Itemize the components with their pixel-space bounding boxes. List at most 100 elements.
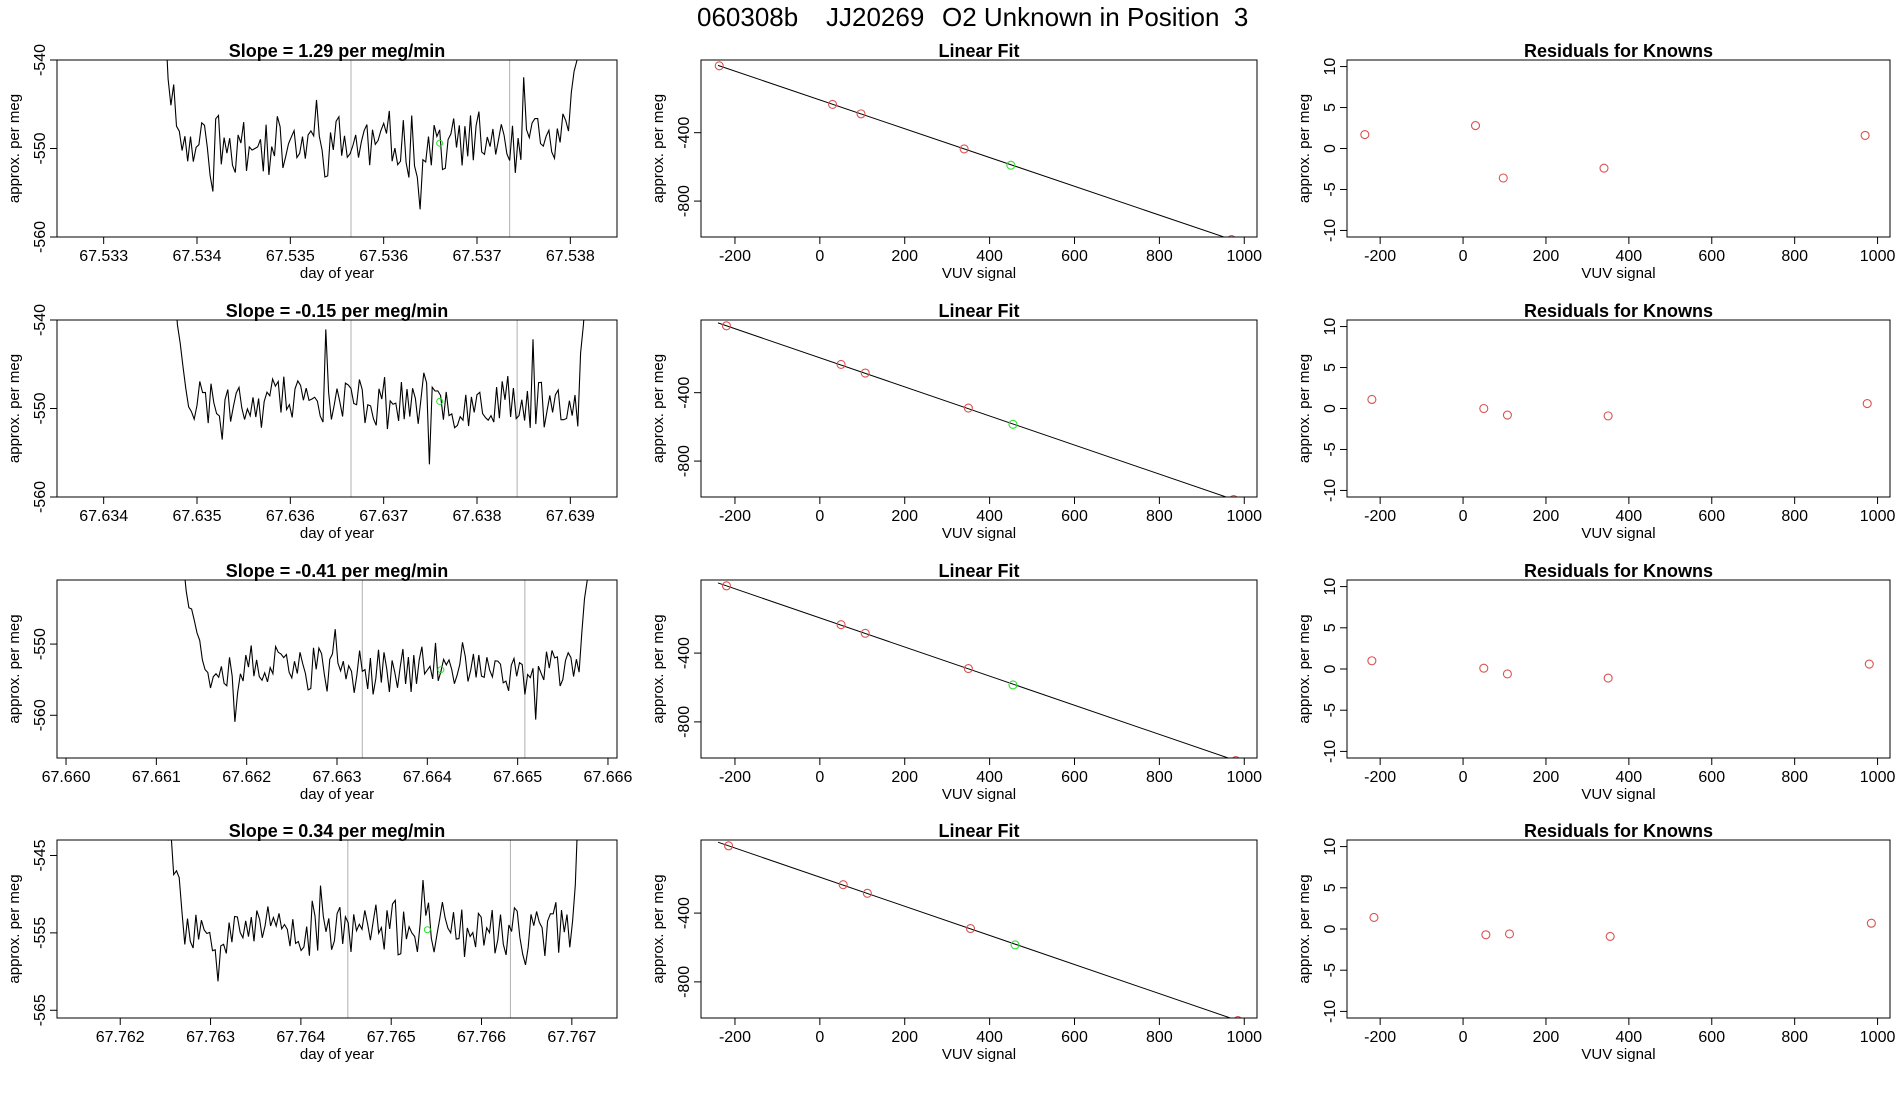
x-axis-label: VUV signal: [942, 525, 1016, 542]
panel-title: Slope = -0.41 per meg/min: [226, 561, 449, 581]
y-tick-label: 0: [1322, 924, 1339, 933]
x-tick-label: 600: [1061, 1029, 1088, 1046]
residual-point: [1481, 930, 1491, 940]
x-tick-label: 200: [891, 508, 918, 525]
unknown-point: [1010, 940, 1020, 950]
x-axis-label: VUV signal: [942, 1046, 1016, 1063]
x-tick-label: -200: [1364, 769, 1396, 786]
x-tick-label: 400: [1616, 248, 1643, 265]
plot-area: [717, 581, 1240, 758]
known-point: [963, 403, 973, 413]
plot-frame: [1346, 319, 1891, 498]
x-tick-label: 67.536: [359, 248, 408, 265]
panel-r3-c3: Residuals for Knowns-200 0 200 400 600 800 100…: [1296, 561, 1895, 803]
known-point: [860, 368, 870, 378]
figure-title-sample: JJ20269: [826, 2, 924, 32]
panel-r4-c3: Residuals for Knowns-200 0 200 400 600 800 100…: [1296, 821, 1895, 1063]
plot-area: [1367, 394, 1872, 421]
unknown-point: [1006, 160, 1016, 170]
plot-frame: [1346, 579, 1891, 759]
residual-point: [1605, 931, 1615, 941]
x-tick-label: 67.639: [546, 508, 595, 525]
x-tick-label: -200: [719, 508, 751, 525]
fit-line: [717, 841, 1232, 1018]
per-meg-trace: [184, 580, 588, 722]
x-tick-label: 1000: [1226, 1029, 1262, 1046]
x-axis-label: VUV signal: [1581, 786, 1655, 803]
x-tick-label: 400: [976, 1029, 1003, 1046]
x-tick-label: 67.538: [546, 248, 595, 265]
plot-frame: [56, 319, 618, 498]
known-point: [838, 880, 848, 890]
plot-frame: [700, 579, 1258, 759]
plot-frame: [56, 579, 618, 759]
x-tick-label: 200: [891, 248, 918, 265]
x-tick-label: 200: [891, 769, 918, 786]
x-tick-label: 67.664: [403, 769, 452, 786]
plot-area: [184, 580, 588, 758]
y-tick-label: -550: [32, 392, 49, 424]
residual-point: [1360, 130, 1370, 140]
residual-point: [1864, 659, 1874, 669]
y-tick-label: 0: [1322, 664, 1339, 673]
x-tick-label: 600: [1698, 248, 1725, 265]
y-tick-label: -10: [1322, 740, 1339, 763]
per-meg-trace: [166, 60, 578, 210]
x-tick-label: 67.765: [367, 1029, 416, 1046]
x-tick-label: 600: [1061, 248, 1088, 265]
x-tick-label: 67.537: [453, 248, 502, 265]
plot-frame: [700, 319, 1258, 498]
residual-point: [1479, 403, 1489, 414]
panel-title: Residuals for Knowns: [1524, 301, 1713, 321]
plot-frame: [56, 59, 618, 238]
plot-frame: [700, 839, 1258, 1019]
panel-r4-c1: Slope = 0.34 per meg/min 67.762 67.763 67.7…: [6, 821, 618, 1063]
residual-point: [1470, 121, 1481, 131]
x-tick-label: 1000: [1226, 248, 1262, 265]
panels-grid: Slope = 1.29 per meg/min 67.533 67.534 67.5…: [6, 41, 1896, 1063]
x-tick-label: 400: [1616, 769, 1643, 786]
x-tick-label: 600: [1061, 769, 1088, 786]
residual-point: [1479, 663, 1489, 673]
y-axis-label: approx. per meg: [1296, 94, 1313, 203]
x-tick-label: 67.660: [42, 769, 91, 786]
y-tick-label: 10: [1322, 578, 1339, 596]
x-tick-label: 200: [1533, 248, 1560, 265]
known-point: [860, 628, 870, 638]
x-tick-label: 200: [1533, 1029, 1560, 1046]
figure-title-position: O2 Unknown in Position 3: [942, 2, 1248, 32]
panel-r3-c1: Slope = -0.41 per meg/min 67.660 67.661 67.…: [6, 561, 633, 803]
y-axis-label: approx. per meg: [650, 614, 667, 723]
panel-r2-c3: Residuals for Knowns-200 0 200 400 600 800 100…: [1296, 301, 1895, 542]
x-tick-label: 0: [1459, 508, 1468, 525]
plot-frame: [1346, 839, 1891, 1019]
x-tick-label: 67.665: [493, 769, 542, 786]
x-tick-label: 800: [1146, 769, 1173, 786]
y-tick-label: -545: [32, 839, 49, 871]
x-tick-label: -200: [1364, 508, 1396, 525]
x-axis-label: day of year: [300, 786, 374, 803]
x-tick-label: 200: [891, 1029, 918, 1046]
y-tick-label: -800: [676, 966, 693, 998]
y-axis-label: approx. per meg: [6, 874, 23, 983]
x-tick-label: 67.666: [583, 769, 632, 786]
residual-point: [1860, 130, 1870, 140]
x-tick-label: 400: [1616, 508, 1643, 525]
y-tick-label: -10: [1322, 1000, 1339, 1023]
x-tick-label: 0: [1459, 1029, 1468, 1046]
y-axis-label: approx. per meg: [6, 94, 23, 203]
x-tick-label: 800: [1146, 248, 1173, 265]
y-tick-label: -560: [32, 699, 49, 731]
x-tick-label: -200: [719, 248, 751, 265]
panel-title: Slope = 1.29 per meg/min: [229, 41, 446, 61]
plot-frame: [700, 59, 1258, 238]
residual-point: [1866, 918, 1876, 928]
x-tick-label: 800: [1781, 248, 1808, 265]
y-axis-label: approx. per meg: [650, 94, 667, 203]
x-tick-label: 800: [1146, 1029, 1173, 1046]
unknown-point: [1008, 680, 1018, 690]
x-tick-label: 400: [976, 769, 1003, 786]
residual-point: [1603, 673, 1613, 683]
x-tick-label: 1000: [1860, 248, 1896, 265]
plot-area: [166, 60, 578, 237]
